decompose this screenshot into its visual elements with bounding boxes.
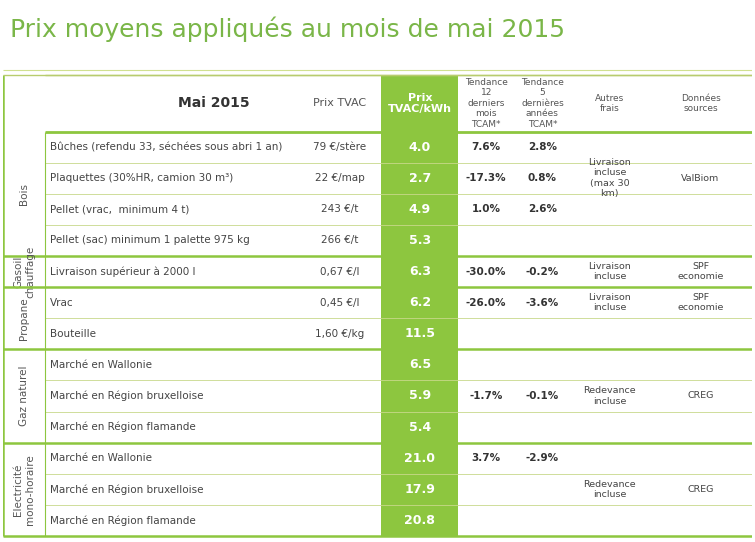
Text: Gasoil
chauffage: Gasoil chauffage — [14, 246, 35, 298]
Text: ValBiom: ValBiom — [681, 173, 720, 183]
Text: Plaquettes (30%HR, camion 30 m³): Plaquettes (30%HR, camion 30 m³) — [50, 173, 233, 183]
Text: SPF
economie: SPF economie — [677, 293, 724, 312]
Text: Electricité
mono-horaire: Electricité mono-horaire — [14, 454, 35, 525]
Text: Données
sources: Données sources — [681, 94, 720, 113]
Text: -26.0%: -26.0% — [466, 298, 507, 308]
Text: -2.9%: -2.9% — [525, 453, 559, 463]
Text: 6.2: 6.2 — [408, 296, 431, 309]
Text: 5.3: 5.3 — [408, 234, 431, 247]
Text: -0.1%: -0.1% — [525, 391, 559, 401]
Text: Vrac: Vrac — [50, 298, 74, 308]
Text: 79 €/stère: 79 €/stère — [313, 142, 367, 152]
Text: Livraison
incluse: Livraison incluse — [588, 262, 631, 281]
Text: CREG: CREG — [687, 391, 713, 401]
Text: Marché en Région flamande: Marché en Région flamande — [50, 422, 196, 433]
Text: 1.0%: 1.0% — [472, 204, 501, 214]
Bar — [381, 75, 458, 536]
Text: -3.6%: -3.6% — [525, 298, 559, 308]
Text: 21.0: 21.0 — [405, 451, 436, 464]
Text: 5.9: 5.9 — [408, 390, 431, 403]
Text: 6.3: 6.3 — [409, 265, 431, 278]
Text: 2.7: 2.7 — [408, 172, 431, 185]
Text: Gaz naturel: Gaz naturel — [19, 366, 29, 426]
Text: -0.2%: -0.2% — [525, 267, 559, 276]
Text: 17.9: 17.9 — [405, 483, 436, 496]
Text: Tendance
5
dernières
années
TCAM*: Tendance 5 dernières années TCAM* — [521, 78, 564, 128]
Text: 11.5: 11.5 — [405, 327, 436, 340]
Text: 2.6%: 2.6% — [528, 204, 557, 214]
Text: -1.7%: -1.7% — [470, 391, 503, 401]
Text: Bûches (refendu 33, séchées sous abri 1 an): Bûches (refendu 33, séchées sous abri 1 … — [50, 142, 282, 152]
Text: 20.8: 20.8 — [405, 514, 436, 527]
Text: Bouteille: Bouteille — [50, 329, 96, 339]
Text: -30.0%: -30.0% — [466, 267, 507, 276]
Text: SPF
economie: SPF economie — [677, 262, 724, 281]
Text: 2.8%: 2.8% — [528, 142, 557, 152]
Text: 266 €/t: 266 €/t — [322, 235, 359, 246]
Text: Prix moyens appliqués au mois de mai 2015: Prix moyens appliqués au mois de mai 201… — [11, 16, 565, 42]
Text: 0,67 €/l: 0,67 €/l — [320, 267, 360, 276]
Text: CREG: CREG — [687, 485, 713, 494]
Text: Bois: Bois — [19, 183, 29, 205]
Text: Pellet (vrac,  minimum 4 t): Pellet (vrac, minimum 4 t) — [50, 204, 190, 214]
Text: Prix
TVAC/kWh: Prix TVAC/kWh — [388, 93, 451, 114]
Text: 4.0: 4.0 — [408, 140, 431, 153]
Text: Pellet (sac) minimum 1 palette 975 kg: Pellet (sac) minimum 1 palette 975 kg — [50, 235, 250, 246]
Text: 7.6%: 7.6% — [472, 142, 501, 152]
Text: 243 €/t: 243 €/t — [322, 204, 359, 214]
Text: 0,45 €/l: 0,45 €/l — [320, 298, 360, 308]
Text: Autres
frais: Autres frais — [595, 94, 624, 113]
Text: Mai 2015: Mai 2015 — [177, 96, 249, 111]
Text: 0.8%: 0.8% — [528, 173, 557, 183]
Text: -17.3%: -17.3% — [466, 173, 507, 183]
Text: Redevance
incluse: Redevance incluse — [584, 480, 636, 499]
Text: Livraison supérieur à 2000 l: Livraison supérieur à 2000 l — [50, 266, 196, 277]
Text: 22 €/map: 22 €/map — [315, 173, 365, 183]
Text: 1,60 €/kg: 1,60 €/kg — [316, 329, 365, 339]
Text: Tendance
12
derniers
mois
TCAM*: Tendance 12 derniers mois TCAM* — [465, 78, 507, 128]
Text: Prix TVAC: Prix TVAC — [313, 98, 367, 108]
Text: Marché en Wallonie: Marché en Wallonie — [50, 453, 152, 463]
Text: Marché en Région bruxelloise: Marché en Région bruxelloise — [50, 391, 204, 401]
Text: Livraison
incluse
(max 30
km): Livraison incluse (max 30 km) — [588, 158, 631, 198]
Text: 5.4: 5.4 — [408, 421, 431, 434]
Text: Marché en Région flamande: Marché en Région flamande — [50, 515, 196, 526]
Text: Propane: Propane — [19, 297, 29, 339]
Text: Marché en Wallonie: Marché en Wallonie — [50, 360, 152, 370]
Text: Livraison
incluse: Livraison incluse — [588, 293, 631, 312]
Text: Marché en Région bruxelloise: Marché en Région bruxelloise — [50, 484, 204, 495]
Text: Redevance
incluse: Redevance incluse — [584, 386, 636, 406]
Text: 6.5: 6.5 — [408, 358, 431, 371]
Text: 4.9: 4.9 — [408, 203, 431, 216]
Text: 3.7%: 3.7% — [472, 453, 501, 463]
